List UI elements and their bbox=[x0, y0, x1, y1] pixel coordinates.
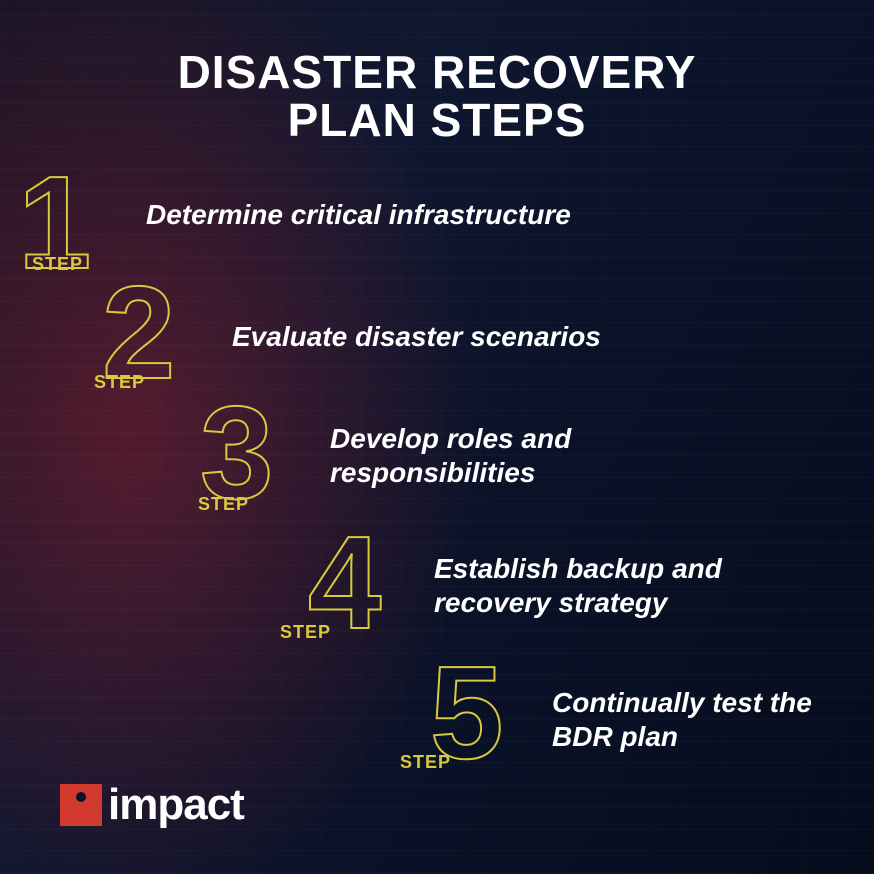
step-3-desc: Develop roles and responsibilities bbox=[330, 422, 710, 489]
step-1-label: STEP bbox=[32, 254, 83, 275]
step-5-desc: Continually test the BDR plan bbox=[552, 686, 852, 753]
infographic-canvas: DISASTER RECOVERY PLAN STEPS 1 STEP Dete… bbox=[0, 0, 874, 874]
logo-text: impact bbox=[108, 780, 244, 830]
brand-logo: impact bbox=[60, 780, 244, 830]
step-4-number: 4 bbox=[308, 530, 381, 636]
step-4-label: STEP bbox=[280, 622, 331, 643]
step-5-number: 5 bbox=[430, 660, 503, 766]
step-2-label: STEP bbox=[94, 372, 145, 393]
step-4-desc: Establish backup and recovery strategy bbox=[434, 552, 794, 619]
page-title: DISASTER RECOVERY PLAN STEPS bbox=[0, 48, 874, 145]
step-2-desc: Evaluate disaster scenarios bbox=[232, 320, 792, 354]
step-1-desc: Determine critical infrastructure bbox=[146, 198, 746, 232]
title-line-1: DISASTER RECOVERY bbox=[178, 46, 697, 98]
step-3-number: 3 bbox=[200, 400, 273, 506]
logo-mark-icon bbox=[60, 784, 102, 826]
step-2-number: 2 bbox=[102, 280, 175, 386]
step-3-label: STEP bbox=[198, 494, 249, 515]
title-line-2: PLAN STEPS bbox=[288, 94, 587, 146]
step-5-label: STEP bbox=[400, 752, 451, 773]
